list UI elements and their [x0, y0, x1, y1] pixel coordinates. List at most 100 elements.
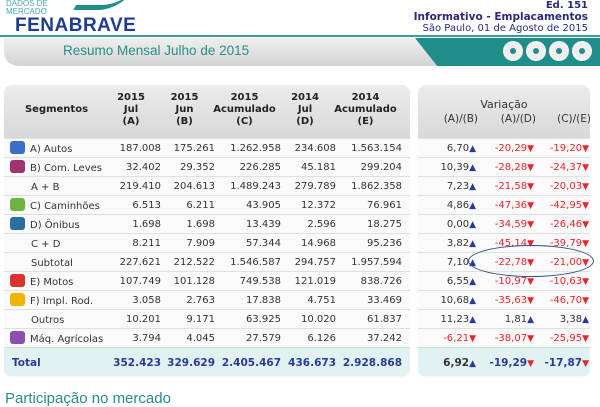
truck-icon	[10, 198, 25, 211]
wheel-icons	[503, 41, 592, 61]
header-divider	[0, 35, 600, 37]
arrow-down-icon: ▼	[582, 239, 589, 249]
value-cell: 212.522	[173, 257, 215, 268]
arrow-down-icon: ▼	[527, 277, 534, 287]
variation-value: -45,14	[494, 238, 528, 249]
header-line: 2014	[291, 92, 319, 103]
fenabrave-logo: FENABRAVE	[15, 15, 137, 36]
value-cell: 101.128	[173, 276, 215, 287]
total-label: Total	[12, 357, 41, 369]
column-header: 2015 Jul (A)	[97, 92, 165, 128]
bus-icon	[10, 217, 25, 230]
arrow-down-icon: ▼	[527, 220, 534, 230]
value-cell: 6.211	[186, 200, 215, 211]
arrow-down-icon: ▼	[469, 334, 476, 344]
variation-cell: -17,87▼	[545, 357, 590, 369]
variation-value: 0,00	[446, 219, 470, 230]
arrow-up-icon: ▲	[469, 359, 476, 369]
arrow-down-icon: ▼	[582, 182, 589, 192]
variation-cell: -38,07▼	[495, 333, 534, 344]
header-line: Acumulado	[213, 104, 276, 115]
value-cell: 32.402	[126, 162, 161, 173]
arrow-down-icon: ▼	[527, 182, 534, 192]
value-cell: 1.563.154	[351, 143, 402, 154]
variation-value: -6,21	[443, 333, 470, 344]
segment-label: A) Autos	[30, 144, 73, 155]
segment-label: A + B	[31, 182, 60, 193]
variation-value: 6,92	[443, 357, 470, 369]
value-cell: 10.201	[126, 314, 161, 325]
arrow-down-icon: ▼	[527, 163, 534, 173]
variation-cell: -35,63▼	[495, 295, 534, 306]
variation-cell: -19,20▼	[550, 143, 589, 154]
variation-value: -19,20	[549, 143, 583, 154]
variation-cell: 7,23▲	[447, 181, 476, 192]
total-value: 2.405.467	[221, 357, 281, 369]
value-cell: 12.372	[301, 200, 336, 211]
variation-cell: -10,97▼	[495, 276, 534, 287]
variation-cell: -21,58▼	[495, 181, 534, 192]
arrow-down-icon: ▼	[582, 334, 589, 344]
value-cell: 749.538	[239, 276, 281, 287]
variation-value: 3,82	[446, 238, 470, 249]
value-cell: 6.513	[132, 200, 161, 211]
value-cell: 1.862.358	[351, 181, 402, 192]
variation-row: 6,70▲ -20,29▼ -19,20▼	[418, 138, 590, 157]
variation-cell: 6,70▲	[447, 143, 476, 154]
column-header: Segmentos	[4, 104, 109, 116]
variation-cell: 10,39▲	[440, 162, 476, 173]
variation-row: -6,21▼ -38,07▼ -25,95▼	[418, 328, 590, 347]
value-cell: 2.763	[186, 295, 215, 306]
wheel-icon	[549, 41, 569, 61]
variation-value: -46,70	[549, 295, 583, 306]
header-line: (D)	[296, 116, 314, 127]
value-cell: 33.469	[367, 295, 402, 306]
header-line: (B)	[176, 116, 193, 127]
variation-cell: -47,36▼	[495, 200, 534, 211]
variation-value: 7,10	[446, 257, 470, 268]
variation-value: 6,70	[446, 143, 470, 154]
variation-cell: -39,79▼	[550, 238, 589, 249]
arrow-down-icon: ▼	[527, 239, 534, 249]
variation-header: Variação (A)/(B) (A)/(D) (C)/(E)	[418, 85, 590, 138]
value-cell: 294.757	[294, 257, 336, 268]
value-cell: 3.794	[132, 333, 161, 344]
value-cell: 76.961	[367, 200, 402, 211]
variation-value: 1,81	[504, 314, 528, 325]
variation-value: -35,63	[494, 295, 528, 306]
variation-value: 10,39	[440, 162, 470, 173]
car-icon	[10, 141, 25, 154]
arrow-up-icon: ▲	[469, 201, 476, 211]
arrow-up-icon: ▲	[469, 220, 476, 230]
arrow-up-icon: ▲	[469, 144, 476, 154]
value-cell: 7.909	[186, 238, 215, 249]
arrow-down-icon: ▼	[582, 277, 589, 287]
variation-cell: -26,46▼	[550, 219, 589, 230]
segment-label: C + D	[31, 239, 61, 250]
variation-cell: 6,55▲	[447, 276, 476, 287]
variation-column-header: (C)/(E)	[557, 113, 590, 125]
variation-value: -21,58	[494, 181, 528, 192]
arrow-down-icon: ▼	[582, 201, 589, 211]
variation-row: 0,00▲ -34,59▼ -26,46▼	[418, 214, 590, 233]
segment-label: D) Ônibus	[30, 220, 80, 231]
header-line: (C)	[236, 116, 253, 127]
value-cell: 1.489.243	[230, 181, 281, 192]
variation-cell: -42,95▼	[550, 200, 589, 211]
arrow-down-icon: ▼	[582, 359, 589, 369]
header-line: (E)	[357, 116, 374, 127]
value-cell: 45.181	[301, 162, 336, 173]
header-line: Jul	[297, 104, 313, 115]
value-cell: 37.242	[367, 333, 402, 344]
value-cell: 29.352	[180, 162, 215, 173]
arrow-up-icon: ▲	[469, 182, 476, 192]
variation-value: 7,23	[446, 181, 470, 192]
segment-label: E) Motos	[30, 277, 74, 288]
van-icon	[10, 160, 25, 173]
variation-cell: 3,38▲	[560, 314, 589, 325]
value-cell: 121.019	[294, 276, 336, 287]
variation-row: 4,86▲ -47,36▼ -42,95▼	[418, 195, 590, 214]
arrow-up-icon: ▲	[469, 315, 476, 325]
column-header: 2014 Acumulado (E)	[325, 92, 406, 128]
variation-cell: -45,14▼	[495, 238, 534, 249]
